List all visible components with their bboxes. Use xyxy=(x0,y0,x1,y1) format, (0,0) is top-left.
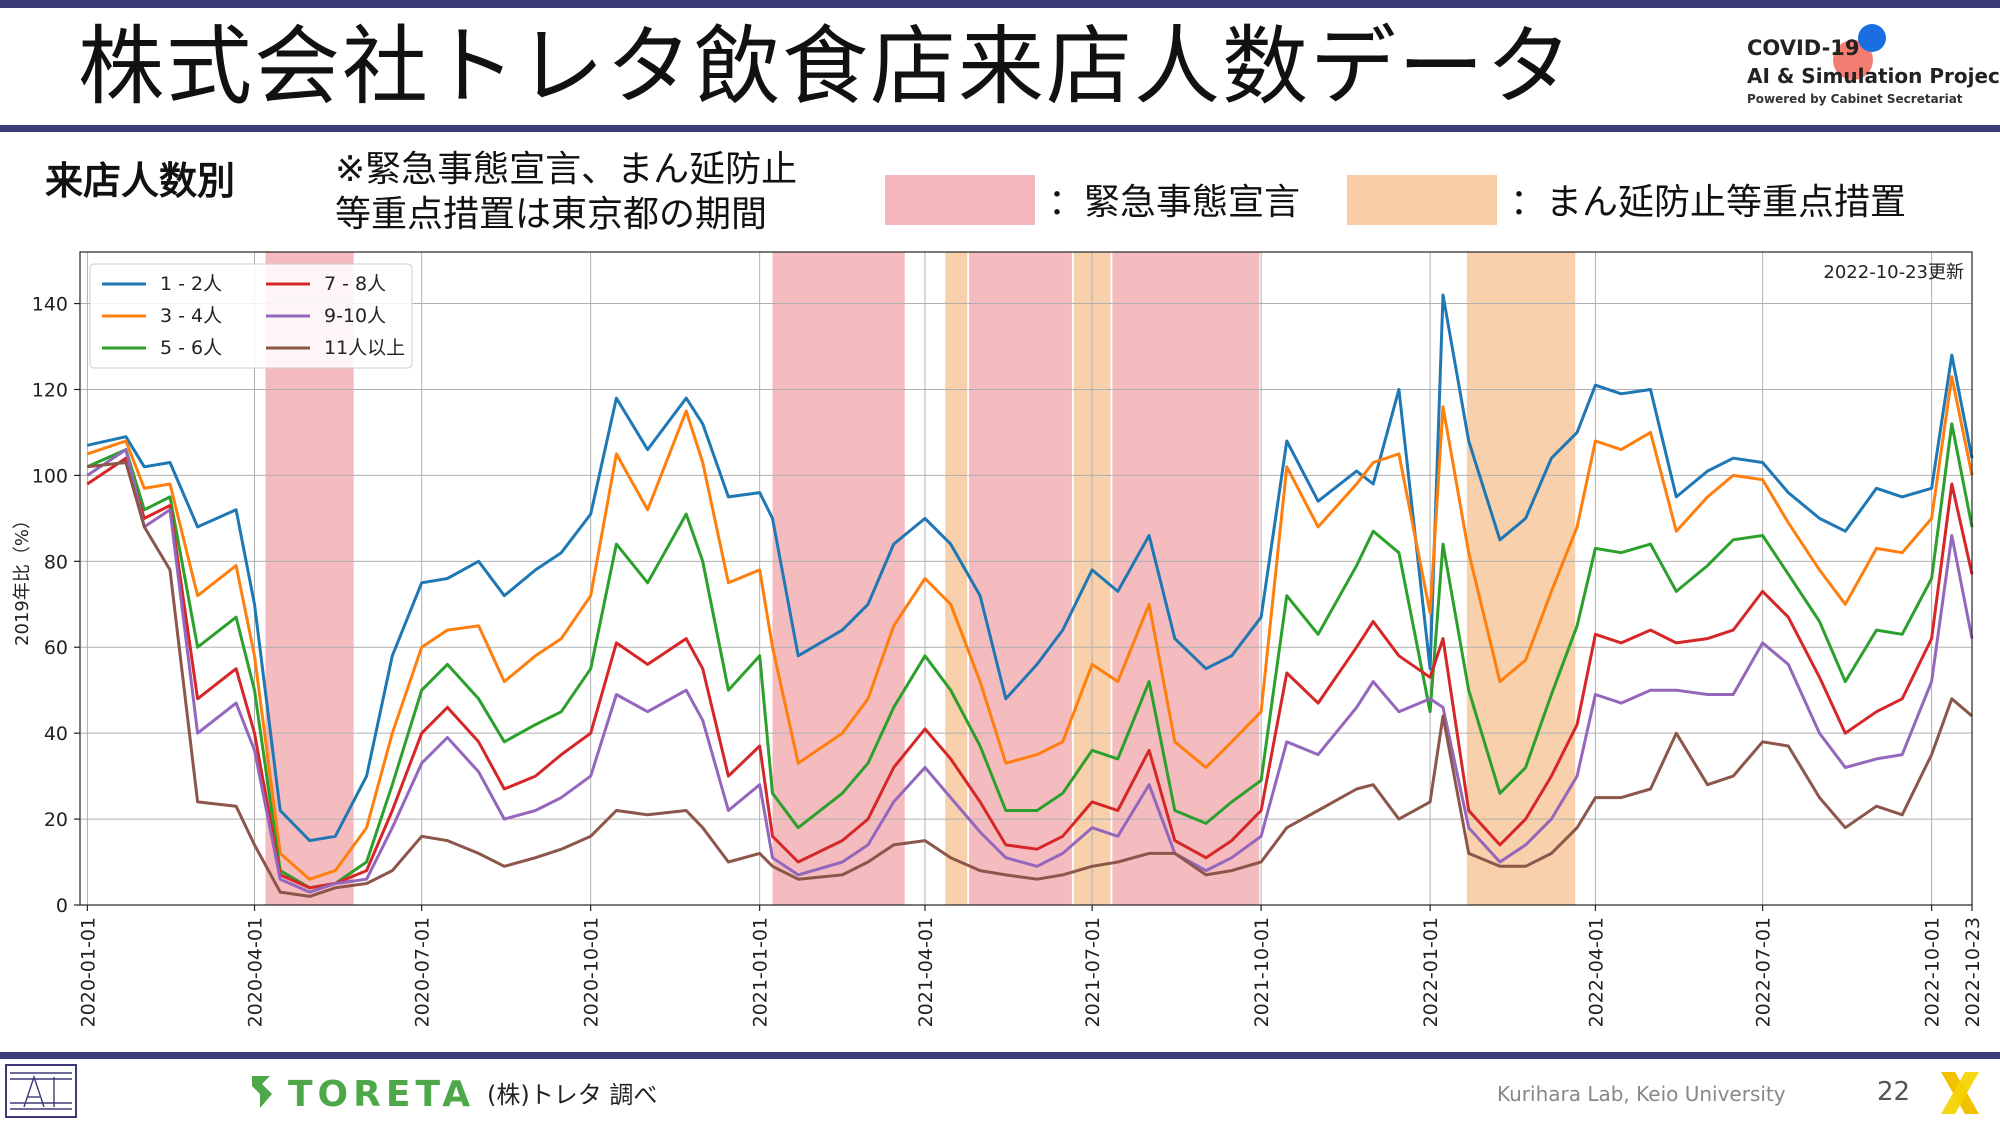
emergency-band-3 xyxy=(1112,252,1260,905)
x-tick-label: 2021-01-01 xyxy=(750,917,772,1027)
visitor-line-chart: 0 20 40 60 80 100 120 140 2020-01-01 2020-04-01 20… xyxy=(12,251,1984,1027)
x-tick-label: 2022-10-01 xyxy=(1922,917,1944,1027)
semi-emergency-legend-label: ：まん延防止等重点措置 xyxy=(1510,182,1907,223)
x-cross-logo-icon xyxy=(1941,1072,1979,1114)
y-tick-label: 100 xyxy=(32,465,68,487)
legend-label-0: 1 - 2人 xyxy=(160,273,222,295)
page-number: 22 xyxy=(1877,1077,1911,1107)
x-tick-label: 2022-01-01 xyxy=(1420,917,1442,1027)
legend-label-1: 3 - 4人 xyxy=(160,305,222,327)
legend-frame xyxy=(89,263,413,369)
lab-credit: Kurihara Lab, Keio University xyxy=(1497,1082,1786,1106)
updated-label: 2022-10-23更新 xyxy=(1823,262,1964,283)
semi-emergency-swatch xyxy=(1347,175,1497,225)
x-tick-label: 2021-10-01 xyxy=(1251,917,1273,1027)
x-tick-label: 2021-04-01 xyxy=(915,917,937,1027)
x-tick-label: 2020-04-01 xyxy=(245,917,267,1027)
legend-label-5: 11人以上 xyxy=(324,337,405,359)
section-label: 来店人数別 xyxy=(45,159,236,203)
x-tick-label: 2020-10-01 xyxy=(581,917,603,1027)
footer-divider xyxy=(0,1052,2000,1059)
ai-lab-logo-icon xyxy=(5,1064,77,1118)
series-line-5 xyxy=(87,461,1973,898)
x-tick-label: 2022-04-01 xyxy=(1585,917,1607,1027)
y-tick-label: 80 xyxy=(44,551,68,573)
series-line-1 xyxy=(86,375,1974,881)
semi-emergency-band-0 xyxy=(945,252,968,905)
x-tick-label: 2020-01-01 xyxy=(77,917,99,1027)
x-tick-label: 2022-07-01 xyxy=(1753,917,1775,1027)
x-tick-label: 2020-07-01 xyxy=(412,917,434,1027)
top-bar xyxy=(0,0,2000,8)
toreta-wordmark: TORETA xyxy=(288,1074,476,1115)
series-line-0 xyxy=(86,293,1974,843)
y-tick-label: 0 xyxy=(56,895,68,917)
emergency-band-2 xyxy=(969,252,1072,905)
y-tick-label: 140 xyxy=(32,294,68,316)
series-line-4 xyxy=(86,448,1974,894)
chart-legend: 1 - 2人 3 - 4人 5 - 6人 7 - 8人 9-10人 11人以上 xyxy=(89,263,413,369)
y-tick-label: 120 xyxy=(32,379,68,401)
logo-blue-circle-icon xyxy=(1858,24,1886,52)
plot-frame xyxy=(79,251,1973,906)
source-credit: (株)トレタ 調べ xyxy=(487,1081,658,1109)
y-tick-label: 20 xyxy=(44,809,68,831)
header-divider xyxy=(0,125,2000,132)
series-line-2 xyxy=(86,422,1974,890)
emergency-band-1 xyxy=(772,252,905,905)
y-tick-label: 40 xyxy=(44,723,68,745)
note-line1: ※緊急事態宣言、まん延防止 xyxy=(335,149,798,190)
emergency-swatch xyxy=(885,175,1035,225)
logo-line3: Powered by Cabinet Secretariat xyxy=(1747,92,1963,106)
series-line-3 xyxy=(86,456,1974,890)
logo-line2: AI & Simulation Project xyxy=(1747,64,2000,88)
y-axis-label: 2019年比（%） xyxy=(12,511,33,646)
x-tick-label: 2022-10-23 xyxy=(1962,917,1984,1027)
covid-project-logo: COVID-19 AI & Simulation Project Powered… xyxy=(1745,24,2000,113)
legend-label-2: 5 - 6人 xyxy=(160,337,222,359)
note-line2: 等重点措置は東京都の期間 xyxy=(335,194,768,235)
y-tick-label: 60 xyxy=(44,637,68,659)
x-tick-label: 2021-07-01 xyxy=(1082,917,1104,1027)
page-title: 株式会社トレタ飲食店来店人数データ xyxy=(78,17,1574,117)
legend-label-3: 7 - 8人 xyxy=(324,273,386,295)
emergency-legend-label: ：緊急事態宣言 xyxy=(1048,182,1301,223)
logo-line1: COVID-19 xyxy=(1747,36,1860,60)
toreta-mark-icon xyxy=(252,1076,272,1108)
legend-label-4: 9-10人 xyxy=(324,305,386,327)
